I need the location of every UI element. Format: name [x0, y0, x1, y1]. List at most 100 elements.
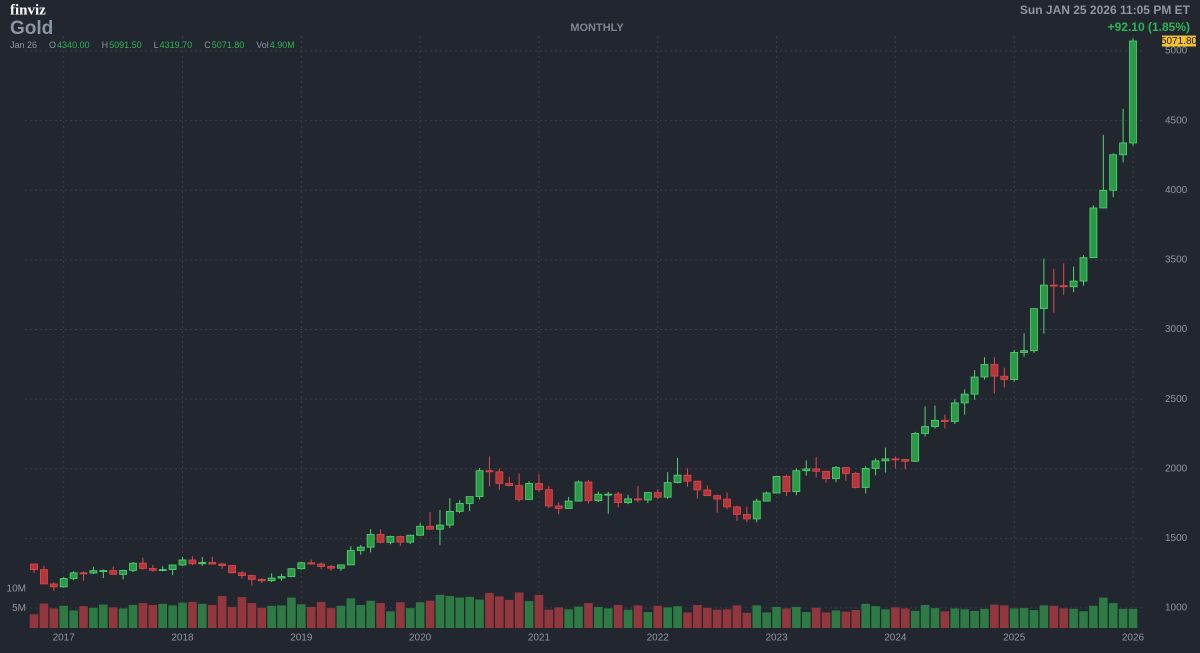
candle-body: [129, 562, 137, 571]
volume-bar: [732, 605, 742, 628]
info-key: Vol: [256, 40, 269, 50]
candle-body: [614, 493, 623, 504]
volume-bar: [415, 602, 425, 628]
volume-bar: [267, 605, 276, 628]
info-value: 4.90M: [269, 40, 295, 50]
volume-bar: [188, 601, 197, 628]
candle-body: [89, 570, 98, 574]
candle-body: [1089, 207, 1098, 259]
volume-bar: [712, 609, 722, 628]
volume-bar: [594, 606, 603, 628]
candle-body: [148, 568, 157, 571]
volume-bar: [69, 610, 78, 628]
candle-body: [386, 536, 395, 543]
volume-bar: [910, 610, 920, 628]
candle-body: [683, 474, 692, 482]
volume-bar: [366, 600, 375, 628]
volume-bar: [178, 602, 187, 628]
candle-body: [762, 492, 771, 502]
volume-bar: [801, 612, 811, 628]
volume-bar: [306, 606, 316, 628]
volume-bar: [99, 604, 108, 628]
candle-body: [287, 568, 296, 577]
candle-body: [109, 570, 118, 575]
volume-bar: [336, 605, 346, 628]
y-tick-label: 3500: [1165, 255, 1188, 266]
candle-body: [198, 562, 207, 565]
volume-bar: [455, 597, 465, 628]
volume-bar: [376, 603, 385, 628]
volume-bar: [504, 599, 514, 628]
candle-body: [49, 583, 58, 588]
volume-bar: [851, 610, 861, 628]
candle-body: [624, 498, 632, 504]
volume-bar: [346, 598, 356, 628]
candle-body: [584, 481, 593, 502]
volume-bar: [1079, 611, 1088, 628]
volume-bar: [623, 609, 633, 628]
volume-bar: [1059, 608, 1068, 628]
candle-body: [851, 473, 860, 488]
volume-bar: [603, 608, 613, 628]
info-key: L: [153, 40, 159, 50]
candle-body: [901, 459, 910, 462]
volume-bar: [782, 608, 791, 628]
volume-bar: [1108, 603, 1118, 628]
candle-body: [515, 485, 524, 500]
y-tick-label: 5000: [1165, 46, 1188, 57]
x-tick-label: 2017: [53, 633, 76, 644]
volume-bar: [475, 599, 484, 628]
volume-bar: [237, 597, 247, 628]
candle-body: [208, 562, 217, 565]
volume-bar: [722, 609, 732, 628]
volume-bar: [514, 592, 524, 628]
volume-bar: [999, 605, 1009, 628]
info-key: H: [101, 40, 109, 50]
volume-bar: [138, 603, 148, 628]
candle-body: [238, 572, 246, 576]
x-tick-label: 2025: [1003, 633, 1026, 644]
x-tick-label: 2019: [290, 633, 313, 644]
volume-bar: [1089, 605, 1098, 628]
volume-bar: [79, 606, 88, 628]
volume-bar: [762, 612, 771, 628]
volume-bar: [356, 604, 366, 628]
volume-bar: [1039, 605, 1049, 628]
candle-body: [1129, 40, 1137, 144]
volume-bar: [930, 608, 940, 628]
volume-bar: [534, 594, 544, 628]
candle-body: [1109, 154, 1118, 191]
last-price-label: 5071.80: [1161, 36, 1198, 47]
volume-bar: [891, 607, 900, 628]
candle-body: [663, 482, 672, 498]
volume-bar: [326, 608, 336, 628]
volume-bar: [881, 609, 890, 628]
volume-bar: [861, 603, 870, 628]
volume-bar: [158, 603, 168, 628]
info-date: Jan 26: [10, 40, 38, 50]
info-key: C: [204, 40, 211, 50]
candle-body: [643, 492, 652, 501]
volume-bar: [89, 607, 98, 628]
volume-bar: [1029, 610, 1039, 628]
volume-bar: [960, 609, 969, 628]
candle-body: [713, 495, 722, 500]
y-tick-label: 4500: [1165, 115, 1188, 126]
y-tick-label: 1500: [1165, 533, 1188, 544]
candle-body: [703, 489, 712, 497]
candle-body: [317, 563, 326, 567]
candle-body: [307, 562, 316, 565]
volume-bar: [663, 607, 672, 628]
candle-body: [346, 550, 355, 566]
candle-body: [1020, 350, 1028, 353]
candle-body: [69, 572, 78, 579]
volume-bar: [554, 607, 564, 628]
candle-body: [990, 364, 999, 377]
candle-body: [723, 498, 731, 508]
volume-bar: [940, 611, 950, 628]
candle-body: [653, 492, 662, 498]
y-tick-label: 2000: [1165, 463, 1188, 474]
logo[interactable]: finviz: [10, 2, 46, 18]
